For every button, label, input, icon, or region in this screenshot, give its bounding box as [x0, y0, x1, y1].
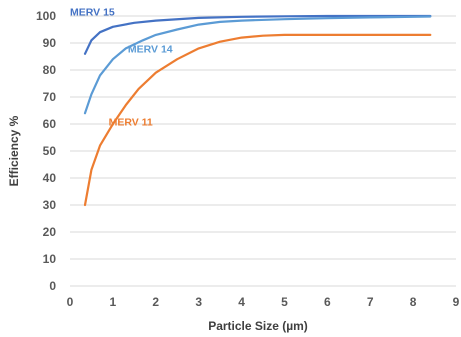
x-tick-label: 1: [110, 295, 117, 309]
y-tick-label: 90: [43, 36, 57, 50]
series-label-merv-11: MERV 11: [109, 116, 153, 128]
y-tick-label: 10: [43, 252, 57, 266]
series-line-merv-14: [83, 15, 432, 115]
x-tick-label: 7: [367, 295, 374, 309]
series-lines: [83, 14, 432, 207]
y-axis-title: Efficiency %: [7, 115, 21, 186]
y-tick-label: 70: [43, 90, 57, 104]
grid: [70, 15, 456, 287]
x-tick-label: 2: [152, 295, 159, 309]
y-tick-label: 60: [43, 117, 57, 131]
series-label-merv-15: MERV 15: [70, 6, 115, 18]
y-tick-label: 40: [43, 171, 57, 185]
series-line-merv-15: [83, 14, 432, 55]
x-tick-label: 4: [238, 295, 245, 309]
y-tick-label: 50: [43, 144, 57, 158]
y-tick-label: 20: [43, 225, 57, 239]
y-tick-label: 100: [36, 9, 56, 23]
series-line-merv-11: [83, 33, 432, 207]
y-tick-label: 80: [43, 63, 57, 77]
y-tick-label: 30: [43, 198, 57, 212]
x-tick-label: 5: [281, 295, 288, 309]
y-tick-label: 0: [49, 279, 56, 293]
x-tick-label: 6: [324, 295, 331, 309]
series-label-merv-14: MERV 14: [128, 43, 173, 55]
x-axis-title: Particle Size (µm): [208, 319, 308, 333]
y-tick-labels: 0 10 20 30 40 50 60 70 80 90 100: [36, 9, 56, 293]
x-tick-label: 0: [67, 295, 74, 309]
x-tick-label: 3: [195, 295, 202, 309]
x-tick-labels: 0 1 2 3 4 5 6 7 8 9: [67, 295, 460, 309]
x-tick-label: 9: [453, 295, 460, 309]
series-labels: MERV 15 MERV 14 MERV 11: [70, 6, 173, 128]
x-tick-label: 8: [410, 295, 417, 309]
